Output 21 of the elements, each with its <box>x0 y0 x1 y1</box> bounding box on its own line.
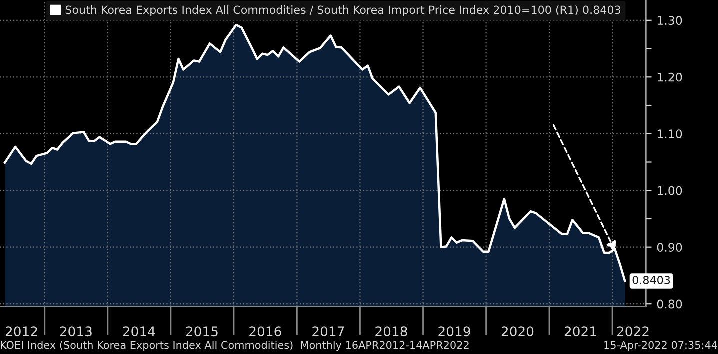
text: 15-Apr-2022 07:35:44 <box>604 341 718 352</box>
x-tick-label: 2016 <box>250 326 282 337</box>
y-tick-label: 1.20 <box>658 72 682 82</box>
x-tick-label: 2014 <box>123 326 156 337</box>
x-tick-label: 2018 <box>376 326 408 337</box>
y-tick-label: 0.80 <box>657 300 682 309</box>
text: KOEI Index (South Korea Exports Index All Commodities) Monthly 16APR2012-14APR2022 <box>1 341 469 352</box>
x-tick-label: 2019 <box>438 326 470 337</box>
x-tick-label: 2012 <box>6 326 38 337</box>
x-tick-label: 2021 <box>564 326 596 337</box>
data-label: 0.8403 <box>632 276 670 284</box>
legend-label: South Korea Exports Index All Commodities / South Korea Import Price Index 2010=100 (R1) 0.8403 <box>66 6 620 16</box>
y-tick-label: 1.10 <box>658 130 682 139</box>
x-tick-label: 2015 <box>186 326 218 337</box>
x-tick-label: 2017 <box>312 326 344 337</box>
y-tick-label: 1.00 <box>658 186 682 196</box>
x-tick-label: 2013 <box>60 326 92 337</box>
x-tick-label: 2022 <box>617 326 649 337</box>
x-tick-label: 2020 <box>502 326 534 337</box>
y-tick-label: 1.30 <box>658 16 682 26</box>
y-tick-label: 0.90 <box>657 243 682 252</box>
